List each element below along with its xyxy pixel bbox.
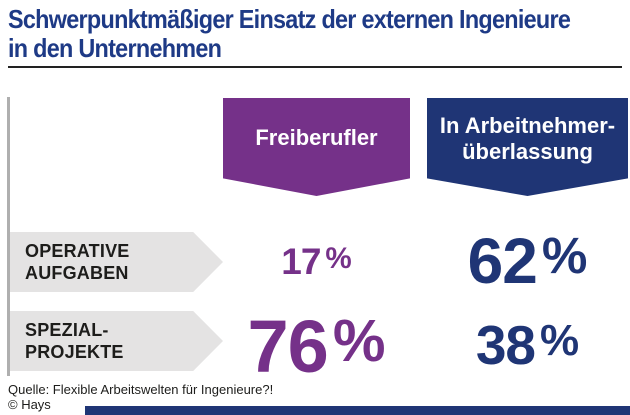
percent-sign: % [332,307,386,375]
value-spezial-anue-number: 38 [475,313,536,376]
value-operative-freiberufler: 17 % [223,234,410,290]
value-spezial-freiberufler: 76 % [223,309,410,385]
column-header-freiberufler: Freiberufler [223,98,410,196]
percent-sign: % [325,242,352,275]
value-operative-arbeitnehmerueberlassung: 62 % [427,228,628,294]
page-title: Schwerpunktmäßiger Einsatz der externen … [8,4,571,63]
page-title-line2: in den Unternehmen [8,33,222,63]
percent-sign: % [540,315,580,365]
column-header-arbeitnehmerueberlassung: In Arbeitnehmer- überlassung [427,98,628,196]
left-axis-line [7,97,10,376]
percent-sign: % [541,226,588,284]
row1-label-line1: OPERATIVE [25,241,130,261]
row1-label-line2: AUFGABEN [25,263,129,283]
column-header-anue-label-line2: überlassung [462,139,593,164]
row-label-operative-aufgaben: OPERATIVE AUFGABEN [10,232,223,292]
source-text: Quelle: Flexible Arbeitswelten für Ingen… [8,382,274,397]
copyright-text: © Hays [8,397,51,412]
value-operative-freiberufler-number: 17 [281,241,321,283]
bottom-brand-bar [85,406,630,415]
value-spezial-freiberufler-number: 76 [247,304,329,388]
title-divider [8,66,622,68]
row2-label-line2: PROJEKTE [25,342,124,362]
value-spezial-arbeitnehmerueberlassung: 38 % [427,313,628,377]
page-title-line1: Schwerpunktmäßiger Einsatz der externen … [8,4,571,34]
row-label-spezial-projekte: SPEZIAL- PROJEKTE [10,311,223,371]
column-header-anue-label-line1: In Arbeitnehmer- [439,113,616,138]
row2-label-line1: SPEZIAL- [25,320,109,340]
value-operative-anue-number: 62 [467,224,538,297]
column-header-freiberufler-label: Freiberufler [255,125,378,150]
